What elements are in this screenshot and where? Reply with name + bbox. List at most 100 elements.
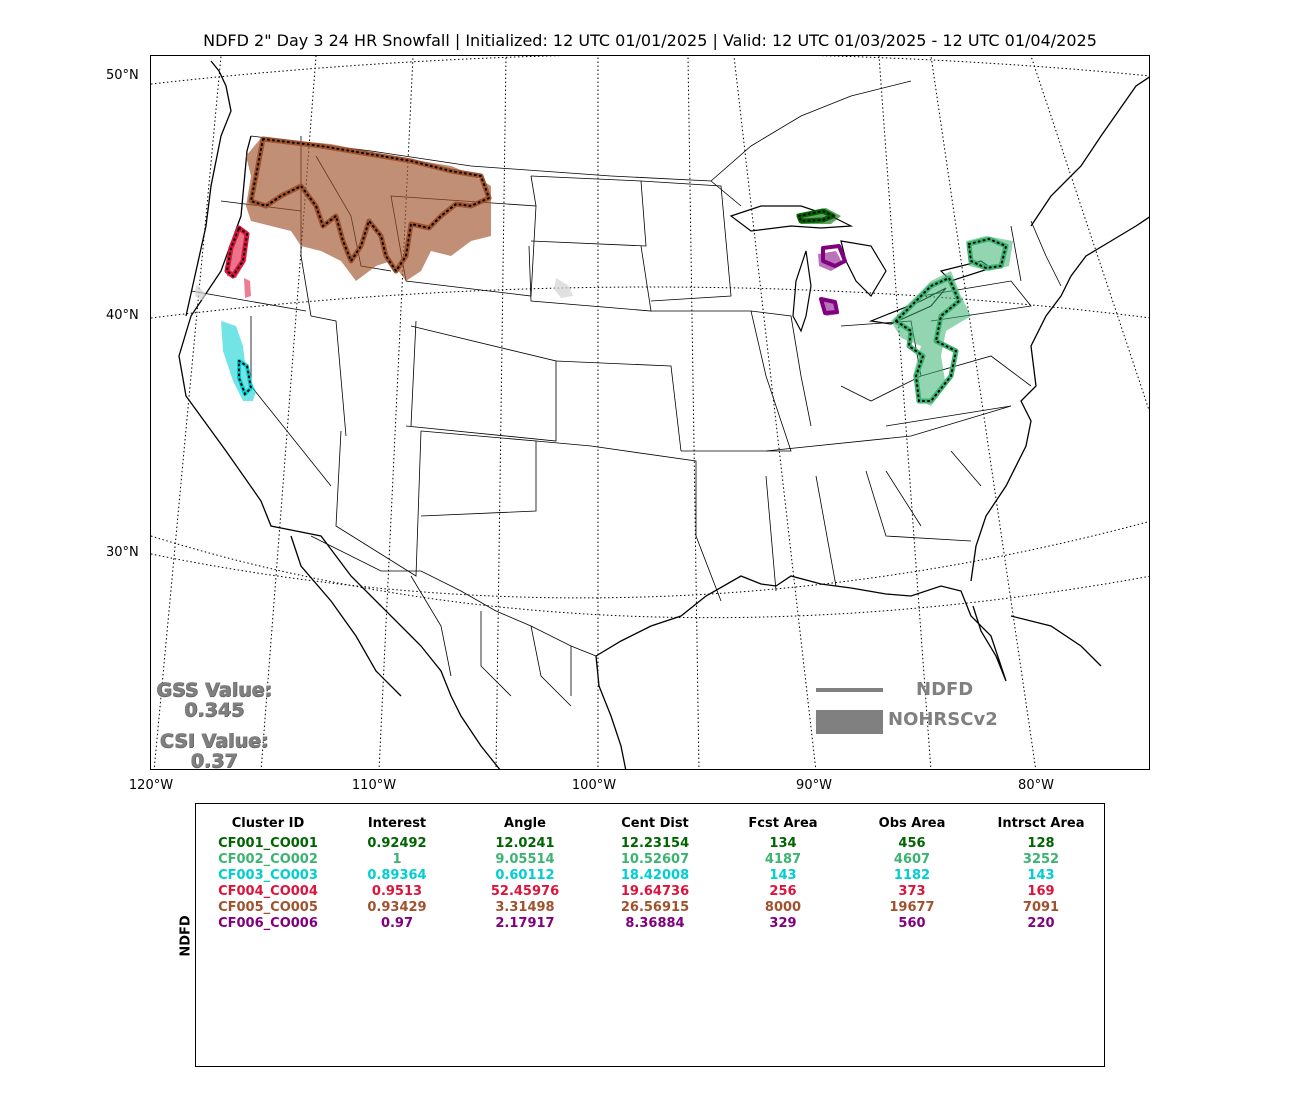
cell-angle: 3.31498: [495, 900, 555, 915]
border-dakotas: [530, 175, 647, 247]
lat-label-40n: 40°N: [106, 308, 139, 323]
cell-interest: 1: [392, 852, 402, 867]
lon-label-90w: 90°W: [796, 778, 832, 793]
gss-label: GSS Value:: [156, 679, 272, 701]
cuba: [1010, 615, 1102, 667]
meridian-80w: [930, 56, 1037, 769]
lake-michigan: [792, 250, 812, 333]
border-pa-ny: [920, 280, 1032, 322]
legend-forecast-label: NDFD: [916, 679, 974, 700]
cell-cluster-id: CF001_CO001: [218, 836, 318, 851]
cell-angle: 0.60112: [495, 868, 555, 883]
observed-gray-a: [195, 284, 206, 301]
lon-label-100w: 100°W: [571, 778, 617, 793]
border-co-ks: [405, 325, 557, 442]
border-new-england: [1010, 220, 1062, 287]
cell-fcst-area: 329: [769, 916, 797, 931]
lat-label-50n: 50°N: [106, 68, 139, 83]
legend-observed-label: NOHRSCv2: [888, 709, 998, 730]
cell-interest: 0.92492: [367, 836, 427, 851]
col-cluster-id: Cluster ID CF001_CO001 CF002_CO002 CF003…: [188, 804, 348, 932]
forecast-cf006-a: [821, 244, 847, 268]
border-nm-tx: [420, 430, 537, 517]
map-canvas: [151, 56, 1149, 769]
border-ca-nv: [250, 316, 332, 487]
lon-label-80w: 80°W: [1018, 778, 1054, 793]
cell-cluster-id: CF004_CO004: [218, 884, 318, 899]
header-cent-dist: Cent Dist: [621, 816, 689, 831]
cell-cent-dist: 10.52607: [620, 852, 690, 867]
forecast-cf005-dots: [249, 137, 491, 273]
meridian-90w: [733, 56, 817, 769]
observed-cf004-b: [244, 278, 251, 298]
cell-obs-area: 1182: [893, 868, 931, 883]
meridian-120w: [153, 56, 222, 769]
header-intrsct-area: Intrsct Area: [997, 816, 1085, 831]
cell-fcst-area: 143: [769, 868, 797, 883]
lat-label-30n: 30°N: [106, 545, 139, 560]
cell-angle: 52.45976: [490, 884, 560, 899]
map-frame: [150, 55, 1150, 770]
pacific-coast-north: [185, 60, 232, 317]
border-va-nc: [885, 355, 1032, 427]
cell-fcst-area: 4187: [764, 852, 802, 867]
atlantic-coast: [970, 216, 1149, 582]
gulf-coast: [595, 575, 1007, 682]
csi-label: CSI Value:: [159, 730, 269, 752]
meridian-85w: [878, 56, 932, 769]
border-ut-co: [410, 320, 417, 427]
cell-cent-dist: 12.23154: [620, 836, 690, 851]
mexico-east-coast: [595, 655, 627, 769]
stats-table: Cluster ID CF001_CO001 CF002_CO002 CF003…: [195, 803, 1105, 1067]
col-obs-area: Obs Area 456 4607 1182 373 19677 560: [832, 804, 992, 932]
border-sd-ne: [528, 245, 652, 312]
lon-label-120w: 120°W: [128, 778, 174, 793]
cell-obs-area: 4607: [893, 852, 931, 867]
legend-observed-box: [816, 710, 883, 734]
border-nv-ut: [310, 315, 347, 437]
observed-objects: [195, 138, 1013, 406]
cell-cluster-id: CF002_CO002: [218, 852, 318, 867]
cell-obs-area: 560: [898, 916, 926, 931]
cell-cent-dist: 18.42008: [620, 868, 690, 883]
observed-cf002-b: [891, 271, 971, 406]
cell-cent-dist: 8.36884: [625, 916, 685, 931]
cell-obs-area: 19677: [889, 900, 935, 915]
state-borders: [190, 80, 1062, 707]
forecast-objects: [224, 136, 1009, 404]
header-obs-area: Obs Area: [878, 816, 946, 831]
cell-fcst-area: 256: [769, 884, 797, 899]
border-mo: [651, 310, 792, 452]
border-ks-ok: [555, 360, 682, 452]
forecast-cf003-dots: [238, 359, 253, 396]
cell-angle: 12.0241: [495, 836, 555, 851]
meridian-95w: [687, 56, 700, 769]
lake-superior: [729, 205, 854, 232]
cell-cent-dist: 19.64736: [620, 884, 690, 899]
meridian-75w: [1030, 56, 1149, 412]
col-interest: Interest 0.92492 1 0.89364 0.9513 0.9342…: [317, 804, 477, 932]
border-ky-tn: [765, 405, 1012, 452]
header-interest: Interest: [367, 816, 427, 831]
map-title: NDFD 2" Day 3 24 HR Snowfall | Initializ…: [203, 31, 1097, 50]
cell-cluster-id: CF006_CO006: [218, 916, 318, 931]
border-ms-al: [765, 470, 972, 592]
cell-cluster-id: CF005_CO005: [218, 900, 318, 915]
meridian-105w: [495, 56, 507, 769]
forecast-cf002-a-dots: [967, 237, 1008, 270]
border-il-in: [750, 310, 812, 427]
cell-intrsct-area: 3252: [1022, 852, 1060, 867]
col-cent-dist: Cent Dist 12.23154 10.52607 18.42008 19.…: [575, 804, 735, 932]
coastlines: [178, 60, 1149, 769]
forecast-cf004-dots: [225, 226, 249, 278]
cell-intrsct-area: 143: [1027, 868, 1055, 883]
cell-cluster-id: CF003_CO003: [218, 868, 318, 883]
border-or-ca: [190, 290, 307, 312]
header-cluster-id: Cluster ID: [231, 816, 305, 831]
border-mt-nd: [530, 175, 537, 207]
lon-label-110w: 110°W: [351, 778, 397, 793]
observed-cf005: [246, 138, 491, 281]
lake-huron: [840, 240, 887, 297]
border-mexico: [310, 535, 597, 657]
forecast-cf001-dots: [797, 209, 836, 223]
